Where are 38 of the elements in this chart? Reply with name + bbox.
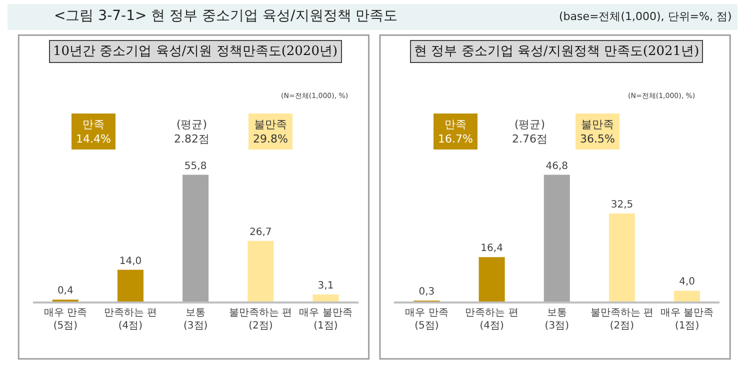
chart-title: 현 정부 중소기업 육성/지원정책 만족도(2021년) xyxy=(414,44,700,59)
x-tick-label: 매우 만족 (5점) xyxy=(405,307,448,332)
text: (평균) 2.82점 xyxy=(174,118,210,146)
text: <그림 3-7-1> 현 정부 중소기업 육성/지원정책 만족도 xyxy=(54,8,398,24)
data-label: 0,3 xyxy=(418,286,435,298)
data-label: 16,4 xyxy=(480,243,503,254)
text: 불만족 29.8% xyxy=(253,118,288,146)
data-label: 3,1 xyxy=(318,280,334,292)
data-label: 55,8 xyxy=(184,160,207,172)
text: 만족 16.7% xyxy=(438,118,473,146)
data-label: 4,0 xyxy=(679,276,696,288)
x-tick-label: 보통 (3점) xyxy=(183,307,208,332)
x-tick-label: 매우 만족 (5점) xyxy=(44,307,87,332)
data-label: 32,5 xyxy=(610,200,634,211)
bar xyxy=(608,214,635,302)
data-label: 46,8 xyxy=(546,160,568,172)
bar xyxy=(544,174,570,302)
x-tick-label: 보통 (3점) xyxy=(544,307,570,332)
text: (평균) 2.76점 xyxy=(512,118,548,146)
bar xyxy=(312,294,339,302)
data-label: 0,4 xyxy=(57,286,74,297)
bar xyxy=(117,270,144,302)
text: 불만족 36.5% xyxy=(580,118,615,146)
text: 만족 14.4% xyxy=(76,118,111,146)
bar xyxy=(674,290,700,302)
data-label: 14,0 xyxy=(119,256,142,267)
chart-title: 10년간 중소기업 육성/지원 정책만족도(2020년) xyxy=(53,44,338,59)
x-tick-label: 만족하는 편 (4점) xyxy=(104,307,158,332)
x-tick-label: 불만족하는 편 (2점) xyxy=(229,307,292,332)
text: (base=전체(1,000), 단위=%, 점) xyxy=(559,10,732,23)
x-tick-label: 만족하는 편 (4점) xyxy=(465,307,518,332)
x-tick-label: 매우 불만족 (1점) xyxy=(299,307,352,332)
x-tick-label: 매우 불만족 (1점) xyxy=(660,307,714,332)
bar xyxy=(478,257,505,302)
x-tick-label: 불만족하는 편 (2점) xyxy=(590,307,654,332)
bar xyxy=(182,174,209,302)
bar xyxy=(248,240,274,302)
data-label: 26,7 xyxy=(250,226,272,238)
